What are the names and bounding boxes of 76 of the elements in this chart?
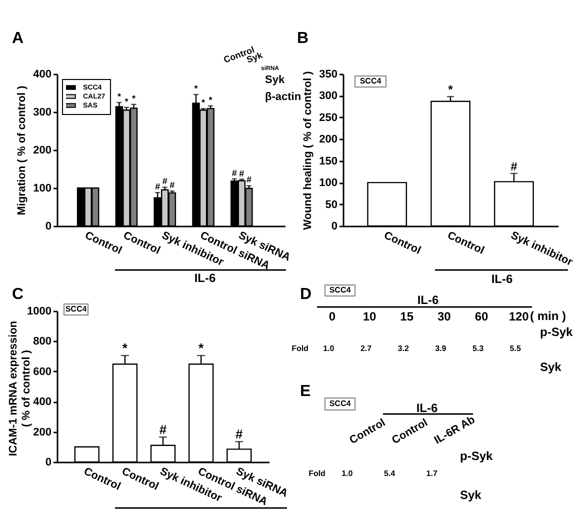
data-label: # [162, 176, 168, 186]
chart-title: C [12, 286, 24, 303]
data-label: # [510, 159, 518, 174]
annotation: Syk [265, 74, 286, 86]
y-tick-label: 400 [33, 396, 52, 408]
data-label: 5.4 [384, 469, 396, 478]
data-label: * [194, 84, 198, 94]
text: E [300, 383, 311, 400]
data-label: 2.7 [360, 344, 372, 353]
category-label: 60 [474, 310, 488, 324]
y-tick-label: 350 [319, 68, 338, 80]
data-label: # [232, 168, 237, 178]
annotation: SCC4 [65, 304, 88, 314]
y-axis-title: Migration ( % of control ) [16, 85, 28, 216]
y-tick-label: 0 [45, 220, 52, 232]
text: IL-6 [194, 271, 216, 285]
y-tick-label: 200 [33, 144, 52, 156]
y-tick-label: 150 [319, 155, 338, 168]
data-label: * [198, 340, 205, 356]
text: SCC4 [329, 286, 352, 294]
y-tick-label: 100 [319, 177, 338, 190]
text: IL-6 [491, 272, 513, 286]
y-tick-label: 1000 [27, 306, 52, 318]
data-label: * [124, 96, 129, 106]
data-label: 5.3 [472, 344, 484, 353]
chart-title: A [12, 30, 24, 47]
y-axis-title: ICAM-1 mRNA expression ( % of control ) [8, 320, 32, 456]
data-label: 5.5 [510, 344, 522, 353]
y-tick-label: 0 [331, 220, 338, 232]
text: SCC4 [329, 399, 352, 408]
y-axis-title: Wound healing ( % of control ) [302, 70, 314, 230]
data-label: # [236, 426, 244, 442]
category-label: 10 [362, 310, 376, 324]
text: Fold [292, 344, 309, 353]
data-label: 1.7 [426, 469, 438, 478]
y-tick-label: 0 [45, 456, 52, 468]
data-label: # [159, 422, 168, 438]
text: ( min ) [530, 309, 566, 323]
text: p-Syk [460, 449, 494, 463]
data-label: * [202, 98, 206, 108]
text: D [300, 286, 312, 303]
data-label: 3.9 [435, 344, 447, 353]
y-tick-label: 50 [325, 198, 338, 211]
text: IL-6 [417, 293, 439, 307]
y-tick-label: 100 [33, 182, 52, 194]
annotation: SCC4 [360, 76, 382, 86]
data-label: # [170, 180, 175, 190]
data-label: 1.0 [342, 469, 354, 478]
data-label: 3.2 [398, 344, 410, 353]
y-tick-label: 300 [319, 90, 338, 102]
data-label: # [239, 168, 244, 178]
text: p-Syk [540, 325, 574, 339]
data-label: 1.0 [323, 344, 335, 353]
annotation: β-actin [265, 91, 302, 103]
data-label: * [208, 94, 213, 105]
y-tick-label: 200 [319, 134, 338, 146]
category-label: 15 [400, 310, 414, 324]
text: Syk [460, 488, 482, 502]
y-tick-label: 800 [33, 336, 52, 348]
y-tick-label: 600 [33, 366, 52, 378]
text: Fold [308, 469, 326, 478]
y-tick-label: 200 [33, 426, 52, 438]
category-label: 30 [437, 310, 452, 324]
text: Syk [540, 360, 562, 374]
data-label: * [448, 82, 454, 97]
data-label: # [155, 182, 160, 192]
data-label: # [246, 174, 252, 185]
data-label: * [117, 92, 122, 102]
text: IL-6 [416, 401, 438, 415]
y-tick-label: 400 [33, 68, 52, 80]
category-label: 120 [508, 310, 530, 324]
y-tick-label: 300 [33, 106, 52, 118]
data-label: * [122, 340, 128, 356]
data-label: * [132, 93, 136, 104]
y-tick-label: 250 [319, 112, 338, 124]
chart-title: B [297, 30, 309, 47]
